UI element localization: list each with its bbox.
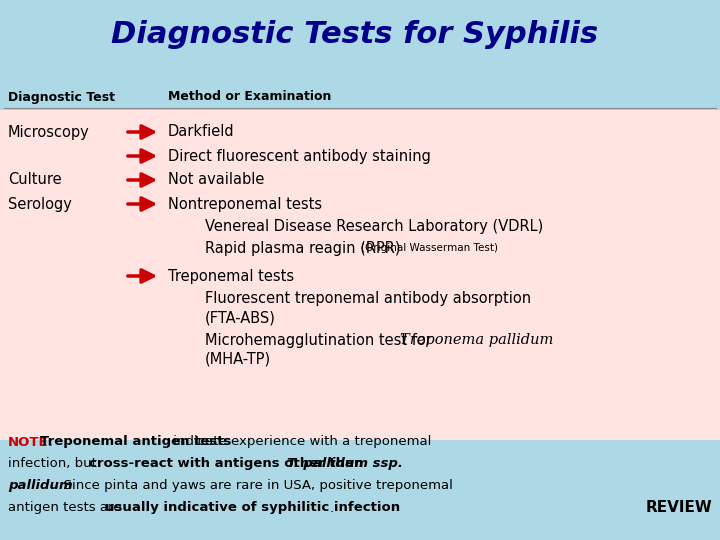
Text: infection, but: infection, but bbox=[8, 457, 101, 470]
Text: Microhemagglutination test for: Microhemagglutination test for bbox=[205, 333, 436, 348]
Text: .  Since pinta and yaws are rare in USA, positive treponemal: . Since pinta and yaws are rare in USA, … bbox=[51, 480, 453, 492]
Text: (Original Wasserman Test): (Original Wasserman Test) bbox=[361, 243, 498, 253]
Text: antigen tests are: antigen tests are bbox=[8, 502, 126, 515]
Text: Fluorescent treponemal antibody absorption: Fluorescent treponemal antibody absorpti… bbox=[205, 292, 531, 307]
Bar bbox=[0, 440, 720, 540]
Text: Direct fluorescent antibody staining: Direct fluorescent antibody staining bbox=[168, 148, 431, 164]
Text: REVIEW: REVIEW bbox=[645, 501, 712, 516]
Text: Not available: Not available bbox=[168, 172, 264, 187]
Text: Serology: Serology bbox=[8, 197, 72, 212]
Text: Microscopy: Microscopy bbox=[8, 125, 90, 139]
Text: (MHA-TP): (MHA-TP) bbox=[205, 352, 271, 367]
Text: Rapid plasma reagin (RPR): Rapid plasma reagin (RPR) bbox=[205, 240, 400, 255]
Text: (FTA-ABS): (FTA-ABS) bbox=[205, 310, 276, 326]
Text: Culture: Culture bbox=[8, 172, 62, 187]
Text: Diagnostic Tests for Syphilis: Diagnostic Tests for Syphilis bbox=[112, 20, 598, 49]
Text: Treponemal tests: Treponemal tests bbox=[168, 268, 294, 284]
Bar bbox=[0, 0, 720, 110]
Text: Method or Examination: Method or Examination bbox=[168, 91, 331, 104]
Text: T. pallidum ssp.: T. pallidum ssp. bbox=[287, 457, 403, 470]
Text: Diagnostic Test: Diagnostic Test bbox=[8, 91, 115, 104]
Text: cross-react with antigens other than: cross-react with antigens other than bbox=[89, 457, 367, 470]
Text: Treponema pallidum: Treponema pallidum bbox=[400, 333, 554, 347]
Text: pallidum: pallidum bbox=[8, 480, 73, 492]
Text: Nontreponemal tests: Nontreponemal tests bbox=[168, 197, 322, 212]
Text: usually indicative of syphilitic infection: usually indicative of syphilitic infecti… bbox=[104, 502, 400, 515]
Bar bbox=[0, 110, 720, 440]
Text: Venereal Disease Research Laboratory (VDRL): Venereal Disease Research Laboratory (VD… bbox=[205, 219, 544, 234]
Text: Darkfield: Darkfield bbox=[168, 125, 235, 139]
Text: NOTE:: NOTE: bbox=[8, 435, 54, 449]
Text: indicate experience with a treponemal: indicate experience with a treponemal bbox=[169, 435, 431, 449]
Text: .: . bbox=[330, 502, 334, 515]
Text: Treponemal antigen tests: Treponemal antigen tests bbox=[40, 435, 232, 449]
